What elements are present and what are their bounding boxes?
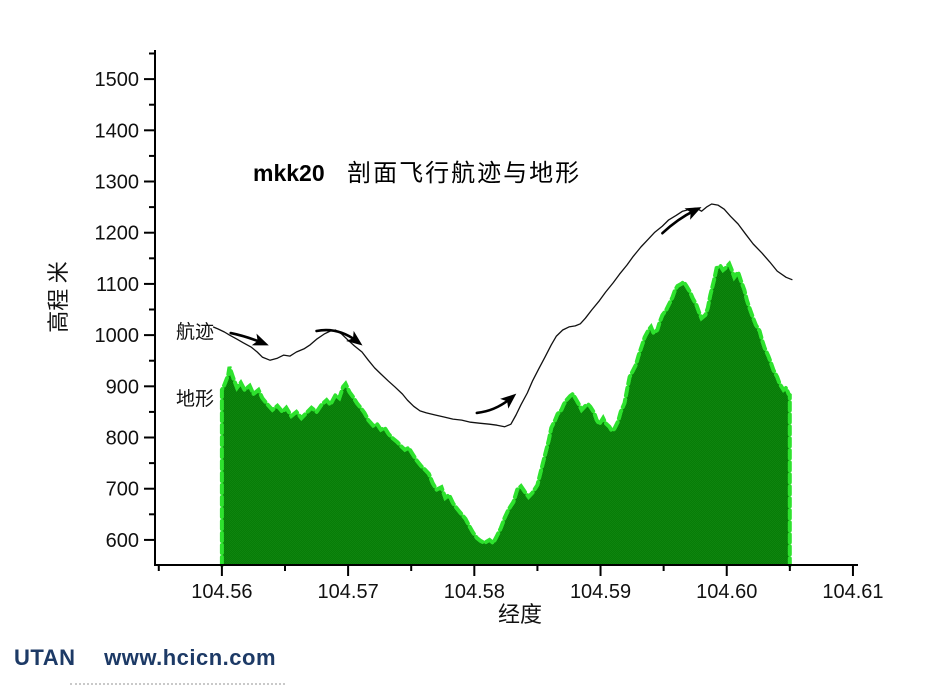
website-url[interactable]: www.hcicn.com	[104, 645, 277, 670]
terrain-series-label: 地形	[176, 388, 214, 410]
y-tick-label-900: 900	[106, 376, 139, 398]
elevation-profile-chart: 600 700 800 900 1000 1100 1200 1300 1400 1500 104.…	[46, 50, 884, 627]
y-tick-label-1000: 1000	[95, 325, 140, 347]
y-tick-label-1300: 1300	[95, 172, 140, 194]
chart-title-prefix: mkk20	[253, 160, 325, 186]
y-tick-label-1200: 1200	[95, 223, 140, 245]
y-tick-label-800: 800	[106, 428, 139, 450]
x-tick-label-104.59: 104.59	[570, 581, 631, 603]
y-axis-title: 高程 米	[46, 261, 71, 333]
x-axis-title: 经度	[498, 602, 542, 627]
brand-logo-text: UTAN	[14, 645, 76, 670]
x-tick-label-104.56: 104.56	[191, 581, 252, 603]
y-tick-label-1100: 1100	[96, 274, 139, 296]
footer-underline	[70, 683, 285, 685]
x-tick-label-104.58: 104.58	[444, 581, 505, 603]
track-series-label: 航迹	[176, 321, 214, 343]
chart-canvas: 600 700 800 900 1000 1100 1200 1300 1400 1500 104.…	[46, 50, 884, 627]
watermark-footer: UTAN www.hcicn.com	[14, 645, 276, 671]
direction-arrows	[229, 207, 702, 415]
y-tick-label-1500: 1500	[95, 69, 140, 91]
x-tick-label-104.60: 104.60	[696, 581, 757, 603]
chart-title-main: 剖面飞行航迹与地形	[347, 160, 581, 187]
terrain-area-series	[219, 260, 792, 567]
x-tick-label-104.57: 104.57	[318, 581, 379, 603]
axes: 600 700 800 900 1000 1100 1200 1300 1400 1500 104.…	[95, 50, 884, 603]
chart-title: mkk20 剖面飞行航迹与地形	[253, 160, 581, 187]
x-tick-label-104.61: 104.61	[822, 581, 883, 603]
y-tick-label-700: 700	[106, 479, 139, 501]
y-tick-label-1400: 1400	[95, 120, 140, 142]
y-tick-label-600: 600	[106, 530, 139, 552]
